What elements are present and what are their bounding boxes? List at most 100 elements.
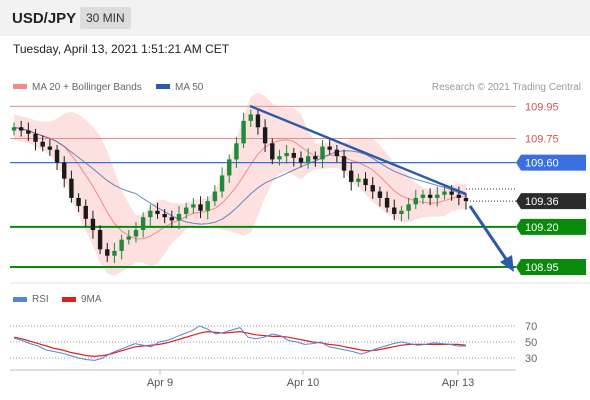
rsi-tick-label: 70 <box>525 321 537 333</box>
candle-body <box>320 146 325 160</box>
candle-body <box>83 205 88 219</box>
price-label-support: 108.95 <box>516 258 586 275</box>
x-tick-label: Apr 13 <box>442 377 474 389</box>
rsi-pane: 70 50 30 <box>10 321 537 365</box>
watermark: Research © 2021 Trading Central <box>432 82 581 93</box>
forecast-arrow-head <box>500 255 514 272</box>
rsi-ma-line <box>13 330 467 358</box>
candle-body <box>205 201 210 211</box>
price-labels: 109.95 109.75 109.60 109.36 109.20 108.95 <box>516 101 586 275</box>
candle-body <box>97 230 103 250</box>
price-label-box <box>516 218 586 235</box>
candle-body <box>47 146 53 150</box>
legend-ma20-swatch <box>13 84 27 89</box>
chart-datetime: Tuesday, April 13, 2021 1:51:21 AM CET <box>13 42 230 56</box>
candles <box>11 108 469 264</box>
rsi-tick-label: 50 <box>525 337 537 349</box>
legend-ma20-label: MA 20 + Bollinger Bands <box>32 82 142 93</box>
ma20-line <box>13 126 467 240</box>
rsi-legend-label: RSI <box>32 294 49 305</box>
candle-body <box>420 194 426 198</box>
candle-body <box>349 170 354 182</box>
candle-body <box>255 114 261 128</box>
candle-body <box>148 210 153 218</box>
rsi-ma-legend-label: 9MA <box>81 294 102 305</box>
symbol-title: USD/JPY <box>12 10 77 27</box>
candle-body <box>277 156 282 160</box>
candle-body <box>248 114 253 121</box>
trend-lines <box>249 104 516 272</box>
candle-body <box>11 127 17 131</box>
interval-badge[interactable]: 30 MIN <box>80 7 131 29</box>
candle-body <box>291 152 297 158</box>
candle-body <box>176 213 182 221</box>
candle-body <box>191 204 196 208</box>
price-label-resistance: 109.95 <box>525 101 559 113</box>
legend-ma50-swatch <box>156 84 170 89</box>
candle-body <box>234 143 239 160</box>
candle-body <box>119 239 124 251</box>
price-label-text: 109.95 <box>525 101 559 113</box>
candle-body <box>334 149 340 157</box>
candle-body <box>449 191 454 195</box>
candle-body <box>399 210 404 214</box>
candle-body <box>413 197 418 205</box>
candle-body <box>377 191 383 198</box>
candle-body <box>90 218 96 231</box>
candle-body <box>356 178 361 182</box>
candle-body <box>140 217 146 231</box>
candle-body <box>406 204 411 211</box>
candle-body <box>227 159 232 176</box>
bollinger-band-area <box>14 92 466 276</box>
candle-body <box>112 250 117 256</box>
candle-body <box>219 175 225 192</box>
moving-averages <box>13 126 467 240</box>
candle-body <box>54 149 60 163</box>
candle-body <box>363 178 368 186</box>
candle-body <box>26 130 31 134</box>
x-tick-label: Apr 10 <box>287 377 319 389</box>
price-label-current: 109.36 <box>516 193 586 210</box>
candle-body <box>262 127 268 144</box>
rsi-legend-swatch <box>13 297 27 302</box>
candle-body <box>105 249 110 256</box>
chart-header: USD/JPY 30 MIN <box>0 0 590 36</box>
price-label-text: 109.60 <box>525 158 559 170</box>
bollinger-band <box>14 92 466 276</box>
x-axis-ticks: Apr 9 Apr 10 Apr 13 <box>147 370 474 389</box>
candle-body <box>442 191 447 195</box>
downtrend-line <box>249 104 467 196</box>
candle-body <box>241 120 246 144</box>
candle-body <box>298 157 304 163</box>
candle-body <box>126 236 131 240</box>
candle-body <box>133 230 139 237</box>
candle-body <box>270 143 275 160</box>
candle-body <box>155 210 160 214</box>
price-label-box <box>516 193 586 210</box>
forecast-arrow-line <box>468 205 510 263</box>
price-label-support: 109.20 <box>516 218 586 235</box>
rsi-ma-legend-swatch <box>62 297 76 302</box>
candle-body <box>69 178 74 198</box>
candle-body <box>169 217 175 221</box>
price-label-text: 108.95 <box>525 262 559 274</box>
price-label-resistance: 109.75 <box>525 134 559 146</box>
candle-body <box>341 156 347 171</box>
price-label-text: 109.75 <box>525 134 559 146</box>
candle-body <box>463 197 469 202</box>
candle-body <box>62 162 67 179</box>
candle-body <box>162 213 167 218</box>
candle-body <box>370 185 375 192</box>
candle-body <box>384 197 390 208</box>
legend-ma50-label: MA 50 <box>175 82 204 93</box>
candle-body <box>313 156 318 160</box>
candle-body <box>435 194 440 198</box>
price-label-text: 109.20 <box>525 222 559 234</box>
price-label-pivot: 109.60 <box>516 154 586 171</box>
rsi-line <box>13 325 466 361</box>
x-tick-label: Apr 9 <box>147 377 173 389</box>
candle-body <box>392 207 397 214</box>
candle-body <box>18 127 24 131</box>
